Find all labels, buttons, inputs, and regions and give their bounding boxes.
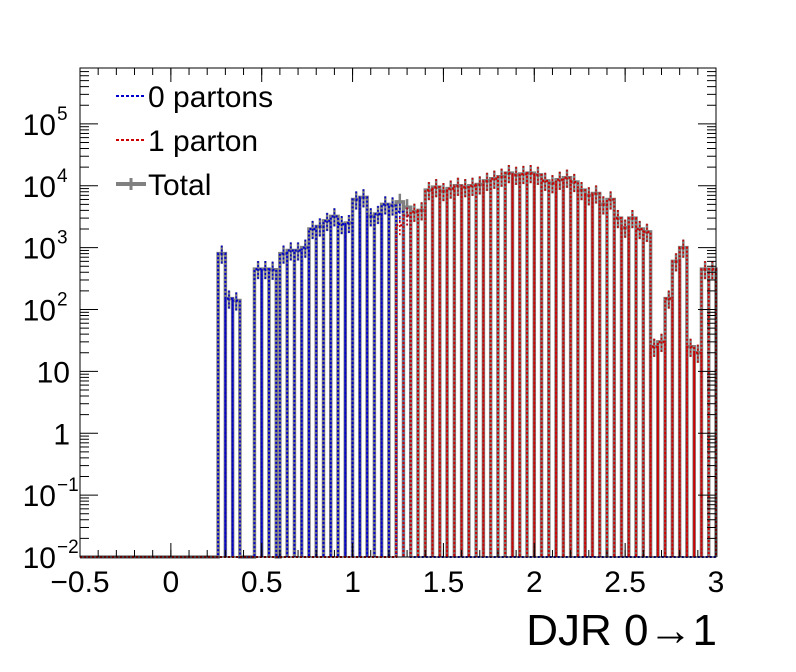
legend: 0 partons 1 parton Total xyxy=(116,81,273,202)
y-tick-label: 10 xyxy=(23,109,56,142)
y-tick-label: 10 xyxy=(23,480,56,513)
series-line xyxy=(80,196,716,558)
y-tick-exponent: 3 xyxy=(57,228,68,249)
y-tick-exponent: 4 xyxy=(57,166,68,187)
y-tick-label: 10 xyxy=(23,542,56,575)
x-tick-label: 2 xyxy=(526,566,543,599)
y-tick-label: 1 xyxy=(53,418,70,451)
x-tick-label: 3 xyxy=(708,566,725,599)
plot-area xyxy=(80,68,716,557)
x-tick-label: 0 xyxy=(163,566,180,599)
y-tick-exponent: −1 xyxy=(57,475,79,496)
legend-label: 1 parton xyxy=(148,125,258,158)
y-tick-exponent: 2 xyxy=(57,290,68,311)
x-tick-label: −0.5 xyxy=(50,566,109,599)
series-0-partons xyxy=(80,189,716,558)
y-tick-label: 10 xyxy=(37,356,70,389)
x-axis-ticks: −0.5 0 0.5 1 1.5 2 2.5 3 xyxy=(50,68,724,599)
y-tick-label: 10 xyxy=(23,171,56,204)
y-tick-label: 10 xyxy=(23,233,56,266)
legend-label: 0 partons xyxy=(148,81,273,114)
y-tick-label: 10 xyxy=(23,295,56,328)
plot-background xyxy=(80,68,716,557)
legend-label: Total xyxy=(148,169,211,202)
histogram-series-layer xyxy=(80,165,718,559)
x-tick-label: 0.5 xyxy=(241,566,283,599)
y-tick-exponent: 5 xyxy=(57,104,68,125)
series-1-parton xyxy=(80,165,717,558)
series-line xyxy=(80,172,717,558)
x-tick-label: 1.5 xyxy=(423,566,465,599)
x-tick-label: 1 xyxy=(344,566,361,599)
y-tick-exponent: −2 xyxy=(57,537,79,558)
x-tick-label: 2.5 xyxy=(604,566,646,599)
x-axis-label: DJR 0→1 xyxy=(526,606,717,655)
